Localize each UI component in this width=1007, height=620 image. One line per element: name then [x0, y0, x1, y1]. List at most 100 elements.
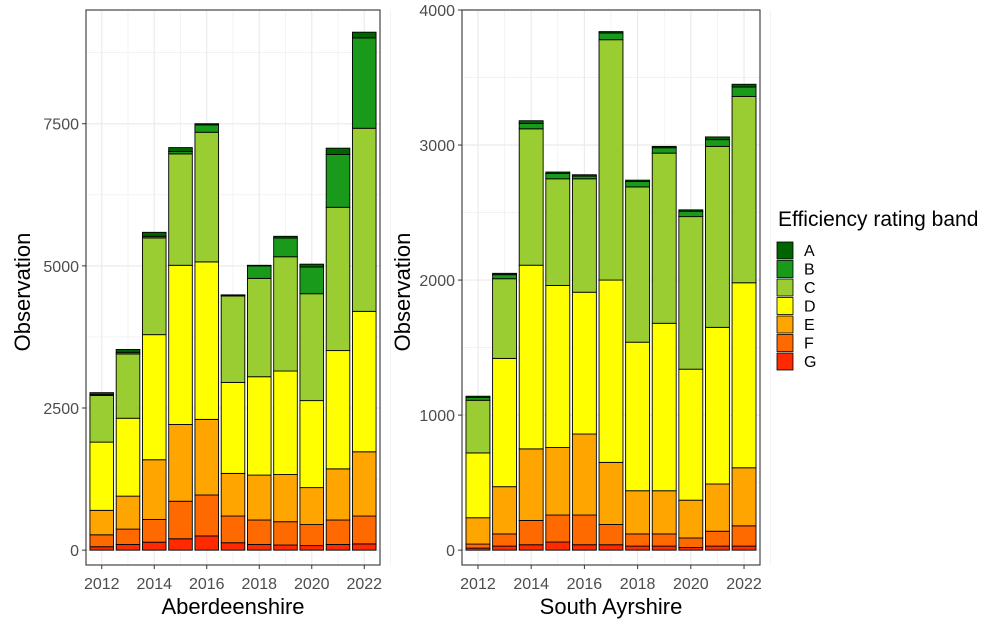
bar-segment-A-2022 [351, 31, 377, 39]
bar-segment-D-2014 [141, 334, 167, 461]
bar-segment-D-2012 [465, 452, 491, 519]
x-tick-label: 2012 [460, 576, 496, 593]
y-tick-label: 2000 [419, 273, 455, 290]
bar-segment-F-2016 [194, 494, 220, 537]
bar-segment-A-2020 [678, 209, 704, 212]
bar-segment-E-2022 [351, 451, 377, 517]
x-tick-label: 2014 [513, 576, 549, 593]
bar-segment-B-2022 [351, 37, 377, 129]
x-tick-label: 2014 [136, 576, 172, 593]
x-tick-label: 2020 [294, 576, 330, 593]
bar-segment-F-2018 [246, 519, 272, 545]
bar-segment-C-2015 [168, 153, 193, 266]
bar-segment-C-2013 [115, 353, 141, 419]
x-tick-label: 2022 [726, 576, 762, 593]
x-axis-title: South Ayrshire [540, 594, 683, 619]
bar-segment-A-2012 [465, 395, 491, 399]
bar-segment-C-2018 [625, 186, 651, 343]
bar-segment-E-2013 [492, 486, 517, 535]
bar-segment-A-2014 [518, 120, 544, 124]
bar-segment-C-2014 [518, 128, 544, 266]
bar-segment-F-2012 [465, 543, 491, 549]
bar-segment-D-2019 [273, 370, 298, 475]
bar-segment-D-2019 [651, 322, 677, 492]
bar-segment-C-2019 [651, 152, 677, 324]
bar-segment-B-2021 [705, 139, 730, 147]
bar-segment-G-2020 [299, 545, 325, 551]
bar-segment-B-2014 [518, 122, 544, 130]
bar-segment-G-2014 [141, 541, 167, 551]
bar-segment-A-2017 [598, 31, 624, 34]
bar-segment-A-2022 [731, 83, 757, 88]
bar-segment-F-2017 [598, 524, 624, 546]
bar-segment-C-2013 [492, 278, 517, 359]
bar-segment-G-2019 [651, 545, 677, 551]
bar-segment-C-2017 [598, 39, 624, 281]
bar-segment-E-2017 [220, 472, 246, 517]
bar-segment-F-2017 [220, 515, 246, 544]
bar-segment-C-2020 [678, 216, 704, 370]
bar-segment-F-2019 [273, 521, 298, 546]
legend-label-G: G [804, 354, 816, 371]
bar-segment-F-2015 [545, 514, 571, 543]
bar-segment-C-2016 [194, 131, 220, 263]
bar-segment-A-2021 [325, 147, 351, 155]
bar-segment-C-2012 [465, 399, 491, 454]
bar-segment-A-2018 [246, 264, 272, 267]
bar-segment-D-2021 [325, 350, 351, 470]
bar-segment-E-2018 [246, 474, 272, 521]
bar-segment-A-2020 [299, 263, 325, 268]
bar-segment-C-2015 [545, 178, 571, 286]
legend-swatch-B [776, 260, 794, 278]
bar-segment-F-2022 [351, 515, 377, 545]
bar-segment-D-2016 [194, 261, 220, 420]
bar-segment-C-2017 [220, 295, 246, 383]
legend-swatch-F [776, 334, 794, 352]
bar-segment-C-2019 [273, 256, 298, 372]
legend-label-B: B [804, 262, 815, 279]
bar-segment-B-2019 [651, 147, 677, 154]
bar-segment-G-2015 [545, 541, 571, 551]
bar-segment-B-2017 [598, 32, 624, 41]
bar-segment-G-2016 [571, 544, 597, 551]
bar-segment-E-2012 [465, 517, 491, 545]
bar-segment-A-2019 [273, 235, 298, 239]
bar-segment-E-2020 [678, 499, 704, 539]
legend-label-E: E [804, 317, 815, 334]
bar-segment-C-2021 [325, 206, 351, 352]
y-tick-label: 2500 [43, 401, 79, 418]
bar-segment-G-2017 [598, 544, 624, 551]
bar-segment-E-2014 [141, 459, 167, 520]
bar-segment-B-2022 [731, 86, 757, 97]
bar-segment-F-2019 [651, 533, 677, 547]
bar-segment-D-2012 [89, 441, 115, 511]
bar-segment-G-2013 [115, 544, 141, 551]
bar-segment-A-2018 [625, 179, 651, 182]
legend-label-F: F [804, 336, 814, 353]
bar-segment-D-2015 [545, 285, 571, 448]
legend-label-A: A [804, 243, 815, 260]
bar-segment-F-2021 [325, 519, 351, 545]
panel-2: 0 1000 2000 3000 4000 2012 2014 2016 2018 2020 202… [390, 3, 771, 619]
x-axis-title: Aberdeenshire [161, 594, 304, 619]
bar-segment-C-2016 [571, 178, 597, 293]
bar-segment-G-2018 [246, 544, 272, 551]
bar-segment-A-2014 [141, 231, 167, 237]
bar-segment-C-2012 [89, 395, 115, 443]
bar-segment-F-2020 [678, 537, 704, 548]
bar-segment-D-2022 [351, 310, 377, 453]
bar-segment-E-2022 [731, 467, 757, 527]
bar-segment-E-2020 [299, 487, 325, 526]
panel-border [85, 9, 381, 566]
bar-segment-A-2015 [545, 171, 571, 174]
bar-segment-G-2016 [194, 535, 220, 551]
x-tick-label: 2020 [673, 576, 709, 593]
bar-segment-E-2019 [651, 490, 677, 535]
legend-swatch-C [776, 278, 794, 297]
bar-segment-E-2012 [89, 509, 115, 536]
bar-segment-E-2021 [325, 468, 351, 521]
bar-segment-F-2014 [141, 518, 167, 543]
bar-segment-D-2022 [731, 282, 757, 469]
bar-segment-F-2016 [571, 514, 597, 546]
y-tick-label: 7500 [43, 117, 79, 134]
